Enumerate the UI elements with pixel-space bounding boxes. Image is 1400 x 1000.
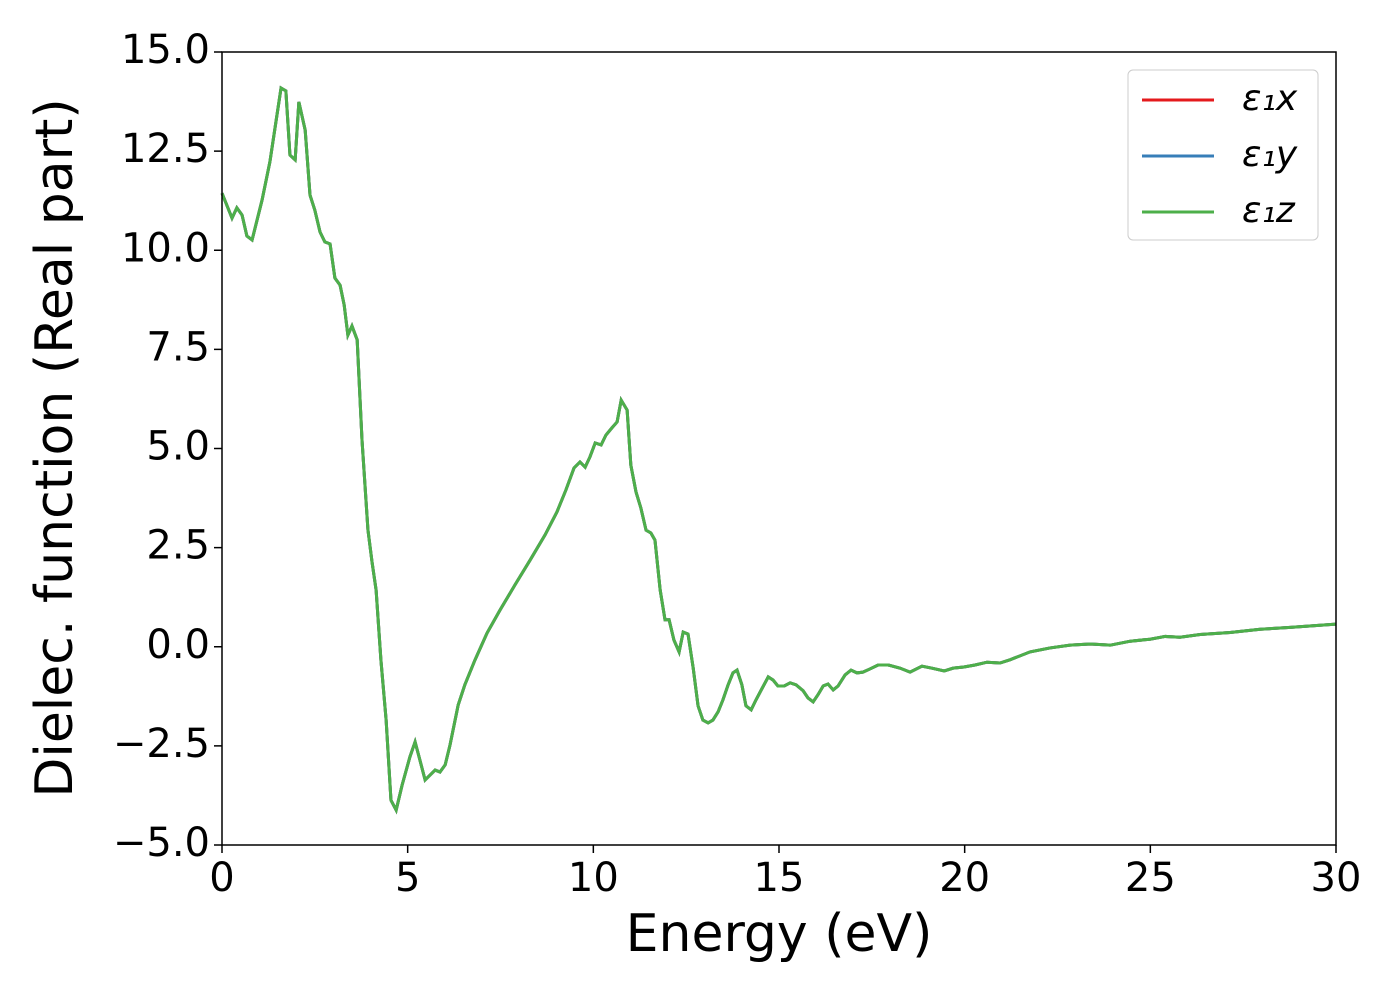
legend-box xyxy=(1127,69,1319,241)
legend-label: ε₁x xyxy=(1242,78,1298,119)
x-tick-label: 0 xyxy=(209,855,234,901)
x-axis-label: Energy (eV) xyxy=(626,904,933,964)
x-tick-label: 15 xyxy=(754,855,805,901)
y-tick-label: −5.0 xyxy=(113,820,210,866)
y-tick-label: 15.0 xyxy=(121,27,210,73)
y-tick-label: 0.0 xyxy=(146,622,210,668)
plot-frame xyxy=(221,51,1337,846)
y-tick-label: 2.5 xyxy=(146,523,210,569)
x-tick-label: 30 xyxy=(1311,855,1362,901)
legend-label: ε₁z xyxy=(1242,190,1296,231)
y-tick-label: −2.5 xyxy=(113,721,210,767)
y-tick-label: 10.0 xyxy=(121,225,210,271)
x-tick-label: 25 xyxy=(1125,855,1176,901)
series-line xyxy=(220,85,1337,815)
y-axis-label: Dielec. function (Real part) xyxy=(25,98,85,797)
x-tick-label: 5 xyxy=(395,855,420,901)
legend-label: ε₁y xyxy=(1242,134,1298,175)
y-tick-label: 7.5 xyxy=(146,324,210,370)
x-tick-label: 20 xyxy=(939,855,990,901)
y-tick-label: 12.5 xyxy=(121,126,210,172)
x-tick-label: 10 xyxy=(568,855,619,901)
y-tick-label: 5.0 xyxy=(146,424,210,470)
